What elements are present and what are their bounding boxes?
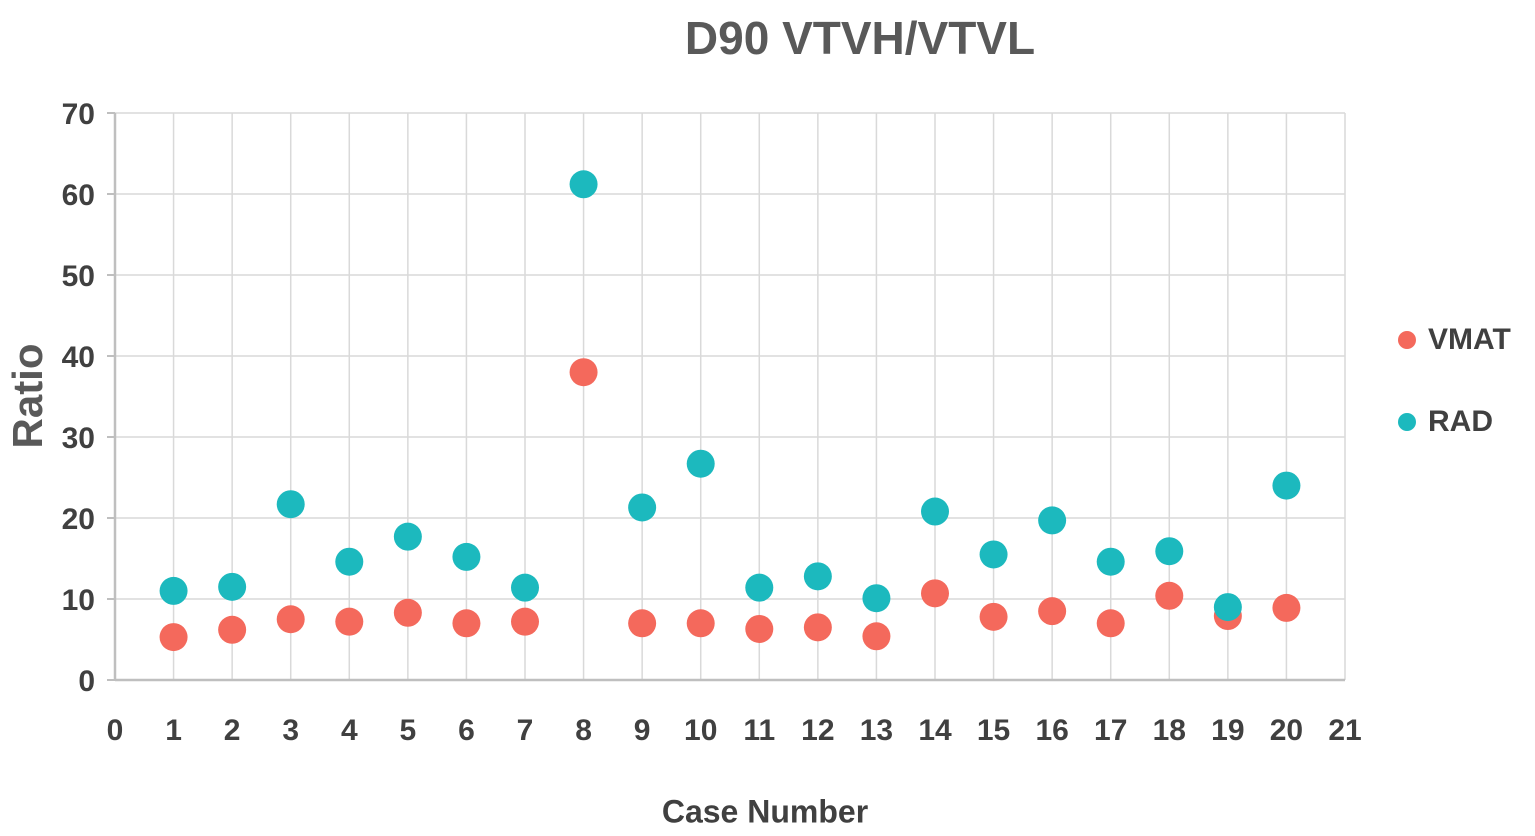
legend-item-rad: RAD xyxy=(1398,402,1511,442)
svg-text:7: 7 xyxy=(517,714,534,747)
svg-text:5: 5 xyxy=(400,714,417,747)
svg-text:8: 8 xyxy=(575,714,592,747)
legend: VMAT RAD xyxy=(1398,320,1511,484)
svg-text:3: 3 xyxy=(282,714,299,747)
svg-text:4: 4 xyxy=(341,714,358,747)
svg-text:10: 10 xyxy=(62,584,95,617)
svg-text:17: 17 xyxy=(1094,714,1127,747)
svg-text:70: 70 xyxy=(62,98,95,131)
svg-text:10: 10 xyxy=(684,714,717,747)
svg-text:60: 60 xyxy=(62,179,95,212)
legend-item-vmat: VMAT xyxy=(1398,320,1511,360)
svg-text:12: 12 xyxy=(801,714,834,747)
svg-text:15: 15 xyxy=(977,714,1010,747)
svg-text:9: 9 xyxy=(634,714,651,747)
svg-text:11: 11 xyxy=(743,714,775,747)
svg-text:2: 2 xyxy=(224,714,241,747)
chart-title: D90 VTVH/VTVL xyxy=(684,12,1036,64)
legend-label-rad: RAD xyxy=(1428,405,1493,438)
svg-text:18: 18 xyxy=(1153,714,1186,747)
svg-text:20: 20 xyxy=(1270,714,1303,747)
svg-text:19: 19 xyxy=(1211,714,1244,747)
svg-text:20: 20 xyxy=(62,503,95,536)
svg-text:0: 0 xyxy=(78,665,95,698)
svg-text:16: 16 xyxy=(1035,714,1068,747)
legend-label-vmat: VMAT xyxy=(1428,323,1511,356)
svg-text:13: 13 xyxy=(860,714,893,747)
rad-marker-icon xyxy=(1398,413,1416,431)
svg-text:0: 0 xyxy=(107,714,124,747)
svg-text:21: 21 xyxy=(1328,714,1361,747)
svg-text:14: 14 xyxy=(918,714,952,747)
svg-text:30: 30 xyxy=(62,422,95,455)
svg-text:50: 50 xyxy=(62,260,95,293)
svg-text:1: 1 xyxy=(165,714,182,747)
x-axis-label: Case Number xyxy=(661,793,869,830)
vmat-marker-icon xyxy=(1398,331,1416,349)
svg-text:6: 6 xyxy=(458,714,475,747)
svg-text:40: 40 xyxy=(62,341,95,374)
